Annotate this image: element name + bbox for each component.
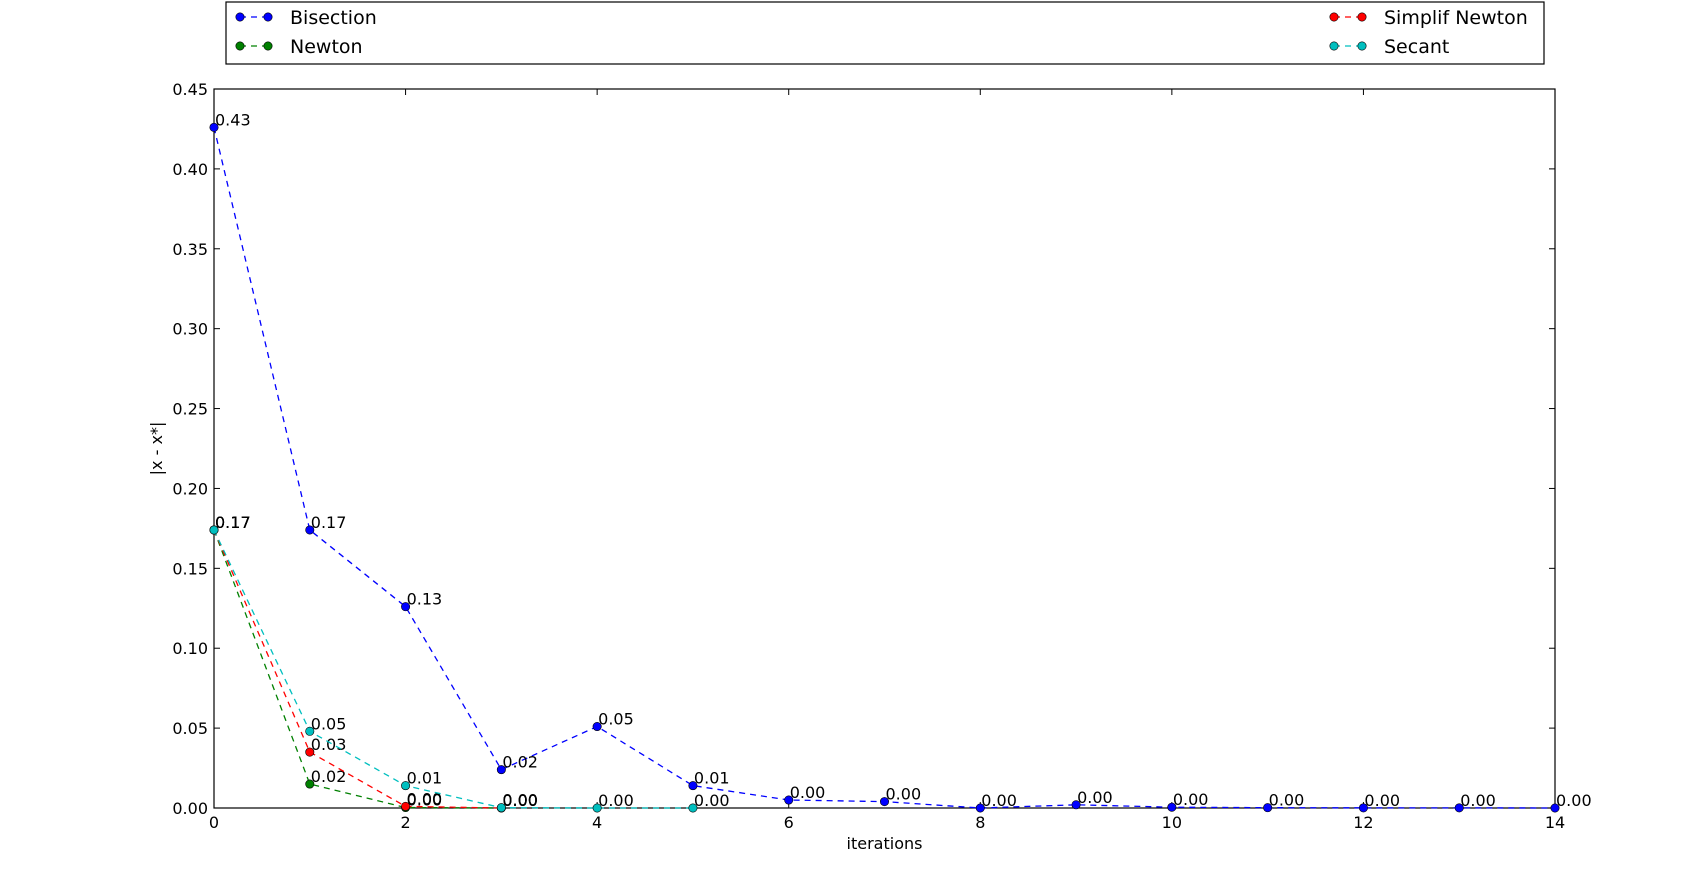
data-point-secant — [401, 781, 411, 791]
data-label-simplif-newton: 0.03 — [311, 735, 347, 754]
data-label-secant: 0.00 — [598, 791, 634, 810]
data-point-secant — [209, 525, 219, 535]
legend-marker-bisection — [235, 12, 245, 22]
y-tick-label: 0.40 — [172, 160, 208, 179]
data-label-newton: 0.02 — [311, 767, 347, 786]
data-point-bisection — [305, 525, 315, 535]
data-label-secant: 0.01 — [407, 769, 443, 788]
data-point-secant — [305, 726, 315, 736]
data-point-bisection — [1550, 803, 1560, 813]
data-label-newton: 0.17 — [215, 513, 251, 532]
data-point-secant — [592, 803, 602, 813]
x-tick-label: 8 — [975, 813, 985, 832]
data-label-bisection: 0.01 — [694, 769, 730, 788]
data-label-bisection: 0.13 — [407, 590, 443, 609]
data-label-bisection: 0.05 — [598, 710, 634, 729]
y-tick-label: 0.25 — [172, 400, 208, 419]
data-label-newton: 0.00 — [407, 791, 443, 810]
data-point-bisection — [879, 797, 889, 807]
data-point-secant — [496, 803, 506, 813]
y-tick-label: 0.35 — [172, 240, 208, 259]
data-label-simplif-newton: 0.17 — [215, 513, 251, 532]
y-tick-label: 0.45 — [172, 80, 208, 99]
legend-marker-secant — [1329, 41, 1339, 51]
y-tick-label: 0.30 — [172, 320, 208, 339]
series-line-bisection — [213, 127, 1556, 809]
y-tick-label: 0.05 — [172, 719, 208, 738]
x-tick-label: 6 — [784, 813, 794, 832]
x-tick-label: 14 — [1545, 813, 1565, 832]
data-point-newton — [305, 779, 315, 789]
data-label-simplif-newton: 0.00 — [502, 791, 538, 810]
legend-marker-bisection — [263, 12, 273, 22]
data-label-bisection: 0.00 — [790, 783, 826, 802]
data-label-bisection: 0.00 — [1364, 791, 1400, 810]
data-point-bisection — [1358, 803, 1368, 813]
y-tick-label: 0.15 — [172, 559, 208, 578]
data-point-bisection — [688, 781, 698, 791]
data-point-secant — [688, 803, 698, 813]
legend: Bisection Newton Simplif Newton Secant — [225, 1, 1545, 65]
data-point-bisection — [401, 602, 411, 612]
data-label-simplif-newton: 0.00 — [407, 789, 443, 808]
data-point-bisection — [784, 795, 794, 805]
y-tick-label: 0.00 — [172, 799, 208, 818]
y-axis-label: |x - x*| — [147, 422, 166, 476]
data-point-bisection — [209, 122, 219, 132]
y-tick-label: 0.10 — [172, 639, 208, 658]
legend-marker-newton — [235, 41, 245, 51]
legend-frame — [225, 1, 1545, 65]
data-label-bisection: 0.00 — [1269, 791, 1305, 810]
data-point-simplif-newton — [305, 747, 315, 757]
legend-marker-newton — [263, 41, 273, 51]
data-point-simplif-newton — [401, 801, 411, 811]
x-tick-label: 0 — [209, 813, 219, 832]
data-point-bisection — [592, 722, 602, 732]
data-label-secant: 0.17 — [215, 513, 251, 532]
plot-frame — [213, 88, 1556, 809]
series-line-simplif-newton — [213, 529, 502, 809]
legend-marker-simplif-newton — [1357, 12, 1367, 22]
legend-label-newton: Newton — [290, 36, 363, 58]
data-point-bisection — [1071, 800, 1081, 810]
data-label-bisection: 0.00 — [886, 785, 922, 804]
data-label-bisection: 0.00 — [1460, 791, 1496, 810]
legend-label-secant: Secant — [1384, 36, 1449, 58]
data-label-bisection: 0.02 — [502, 753, 538, 772]
data-point-bisection — [975, 803, 985, 813]
data-label-secant: 0.00 — [502, 791, 538, 810]
data-label-bisection: 0.43 — [215, 110, 251, 129]
legend-marker-simplif-newton — [1329, 12, 1339, 22]
data-label-secant: 0.00 — [694, 791, 730, 810]
data-point-bisection — [1263, 803, 1273, 813]
y-tick-label: 0.20 — [172, 479, 208, 498]
data-label-secant: 0.05 — [311, 714, 347, 733]
legend-label-simplif-newton: Simplif Newton — [1384, 7, 1528, 29]
data-label-bisection: 0.00 — [1173, 790, 1209, 809]
data-point-bisection — [496, 765, 506, 775]
x-tick-label: 12 — [1353, 813, 1373, 832]
x-tick-label: 10 — [1162, 813, 1182, 832]
series-line-secant — [213, 529, 693, 809]
data-point-bisection — [1167, 802, 1177, 812]
data-point-bisection — [1454, 803, 1464, 813]
x-tick-label: 4 — [592, 813, 602, 832]
x-axis-label: iterations — [847, 834, 923, 853]
data-label-bisection: 0.00 — [1556, 791, 1592, 810]
data-label-bisection: 0.00 — [981, 791, 1017, 810]
legend-marker-secant — [1357, 41, 1367, 51]
data-label-newton: 0.00 — [502, 791, 538, 810]
legend-label-bisection: Bisection — [290, 7, 377, 29]
data-label-bisection: 0.00 — [1077, 788, 1113, 807]
plot-area: 0 2 4 6 8 10 12 14 0.00 0.05 0.10 0.15 0.20 0.25 0.30 0… — [147, 80, 1592, 853]
data-label-bisection: 0.17 — [311, 513, 347, 532]
x-tick-label: 2 — [400, 813, 410, 832]
series-line-newton — [213, 529, 502, 809]
